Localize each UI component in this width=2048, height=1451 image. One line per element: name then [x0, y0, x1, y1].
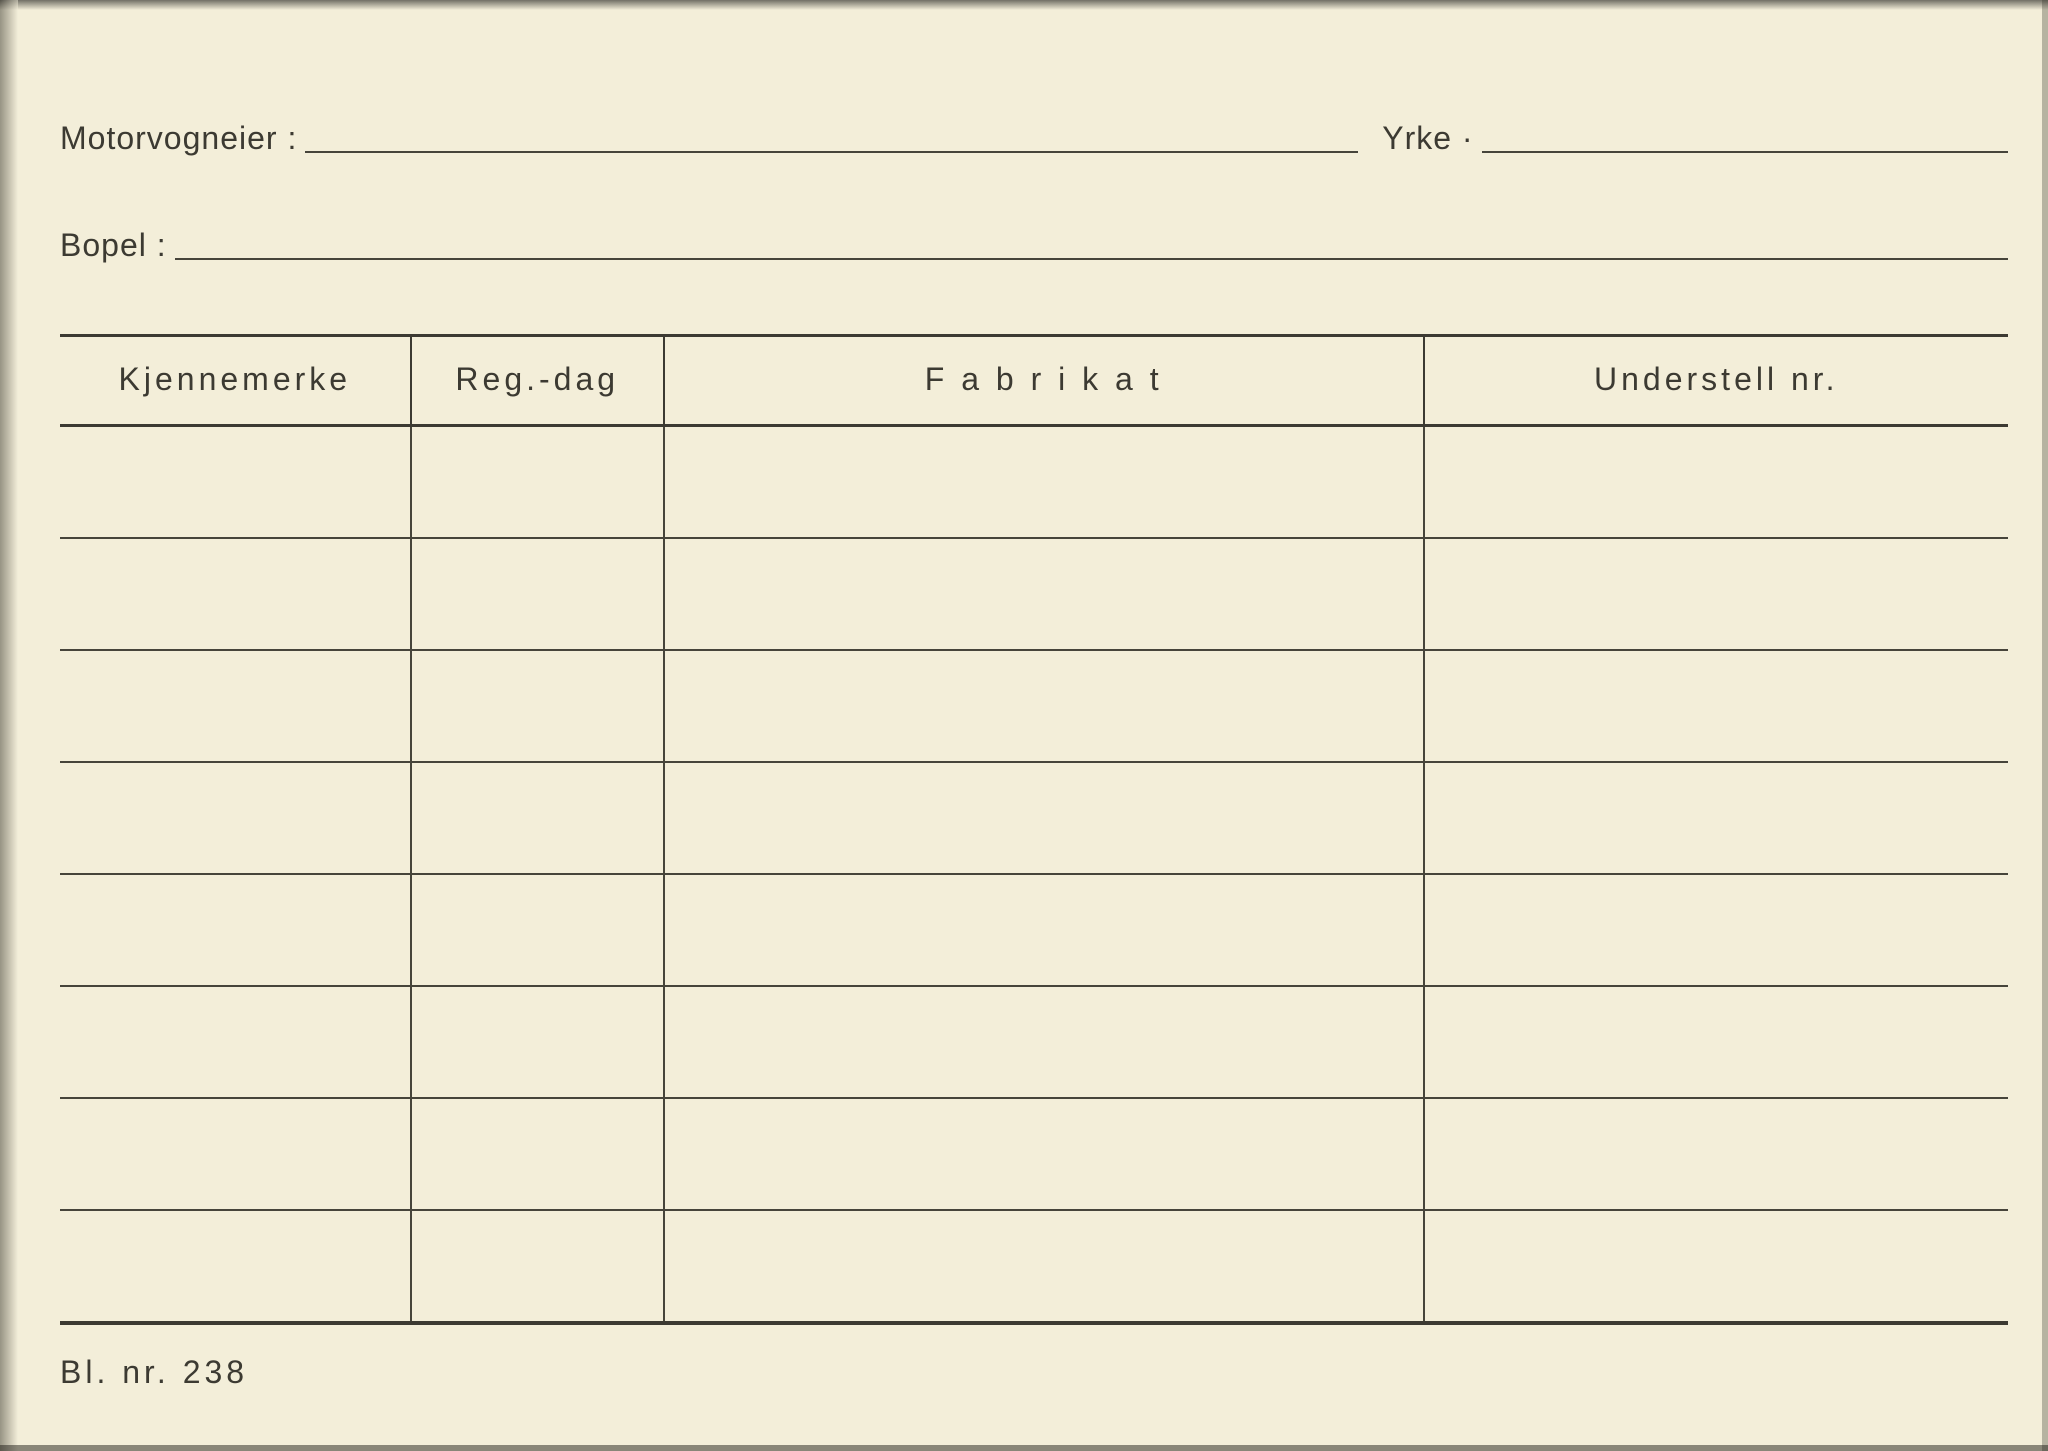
table-cell [411, 426, 664, 539]
table-row [60, 1210, 2008, 1323]
table-cell [1424, 538, 2008, 650]
residence-field-row: Bopel : [60, 227, 2008, 264]
table-row [60, 538, 2008, 650]
owner-label: Motorvogneier : [60, 120, 305, 157]
table-cell [1424, 426, 2008, 539]
scan-edge-left [0, 0, 18, 1451]
table-body [60, 426, 2008, 1324]
scan-edge-bottom [0, 1445, 2048, 1451]
th-understell: Understell nr. [1424, 336, 2008, 426]
th-kjennemerke: Kjennemerke [60, 336, 411, 426]
table-cell [411, 650, 664, 762]
table-cell [411, 874, 664, 986]
table-row [60, 426, 2008, 539]
table-cell [60, 986, 411, 1098]
table-cell [411, 1098, 664, 1210]
table-cell [1424, 650, 2008, 762]
table-cell [411, 986, 664, 1098]
table-cell [411, 762, 664, 874]
form-content: Motorvogneier : Yrke · Bopel : Kjennemer… [60, 120, 2008, 1325]
table-cell [60, 650, 411, 762]
table-header-row: Kjennemerke Reg.-dag F a b r i k a t Und… [60, 336, 2008, 426]
residence-label: Bopel : [60, 227, 175, 264]
scan-edge-top [0, 0, 2048, 10]
th-fabrikat: F a b r i k a t [664, 336, 1424, 426]
table-head: Kjennemerke Reg.-dag F a b r i k a t Und… [60, 336, 2008, 426]
table-cell [60, 538, 411, 650]
table-cell [1424, 874, 2008, 986]
th-regdag: Reg.-dag [411, 336, 664, 426]
table-cell [664, 538, 1424, 650]
form-number: Bl. nr. 238 [60, 1354, 248, 1391]
table-cell [411, 1210, 664, 1323]
table-row [60, 874, 2008, 986]
table-cell [664, 1210, 1424, 1323]
table-row [60, 986, 2008, 1098]
table-cell [1424, 762, 2008, 874]
table-cell [1424, 1210, 2008, 1323]
residence-line [175, 256, 2008, 260]
owner-line [305, 149, 1358, 153]
document-card: Motorvogneier : Yrke · Bopel : Kjennemer… [0, 0, 2048, 1451]
table-cell [664, 874, 1424, 986]
scan-edge-right [2042, 0, 2048, 1451]
owner-field-row: Motorvogneier : Yrke · [60, 120, 2008, 157]
table-row [60, 762, 2008, 874]
table-cell [664, 762, 1424, 874]
table-cell [60, 874, 411, 986]
table-cell [60, 1210, 411, 1323]
table-cell [1424, 1098, 2008, 1210]
table-cell [411, 538, 664, 650]
table-cell [664, 650, 1424, 762]
table-row [60, 1098, 2008, 1210]
profession-line [1482, 149, 2008, 153]
table-cell [60, 762, 411, 874]
profession-label: Yrke · [1382, 120, 1481, 157]
table-cell [664, 1098, 1424, 1210]
table-cell [664, 426, 1424, 539]
table-cell [664, 986, 1424, 1098]
table-cell [60, 426, 411, 539]
table-row [60, 650, 2008, 762]
table-cell [60, 1098, 411, 1210]
table-cell [1424, 986, 2008, 1098]
vehicle-table: Kjennemerke Reg.-dag F a b r i k a t Und… [60, 334, 2008, 1325]
